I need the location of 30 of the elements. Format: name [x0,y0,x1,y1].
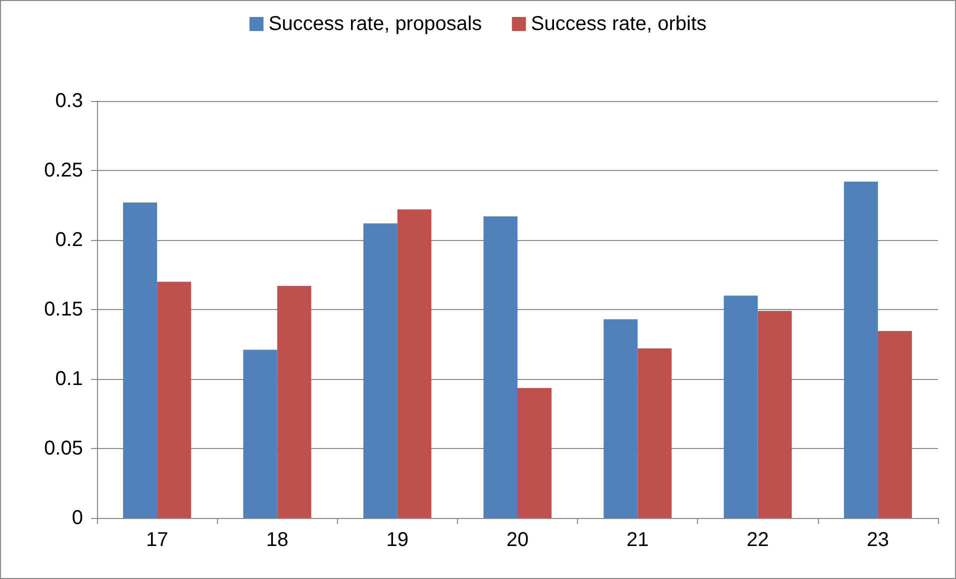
y-tick-label: 0.25 [44,160,83,182]
x-tick-label: 18 [266,529,288,551]
legend-label: Success rate, orbits [530,13,707,35]
x-tick-label: 22 [746,529,769,551]
bar [363,223,398,518]
y-tick-label: 0.15 [44,298,83,320]
bar [638,348,672,518]
y-tick-label: 0.2 [55,229,83,251]
bar [484,216,518,518]
x-tick-label: 19 [386,529,408,551]
y-tick-label: 0 [72,507,83,529]
bar [604,319,638,518]
y-tick-label: 0.05 [44,438,83,460]
bar [397,209,432,518]
bar [878,331,912,518]
bar [243,350,278,518]
bar [758,310,792,518]
x-tick-label: 17 [146,529,168,551]
x-tick-label: 21 [626,529,649,551]
bar [157,282,192,518]
x-tick-label: 20 [506,529,529,551]
bar [123,202,158,518]
bar [844,182,878,518]
bar [277,286,312,518]
bar [724,296,758,518]
bar [518,388,552,518]
x-tick-label: 23 [866,529,890,551]
y-tick-label: 0.1 [55,368,83,390]
legend-label: Success rate, proposals [268,13,482,35]
y-tick-label: 0.3 [55,90,83,112]
